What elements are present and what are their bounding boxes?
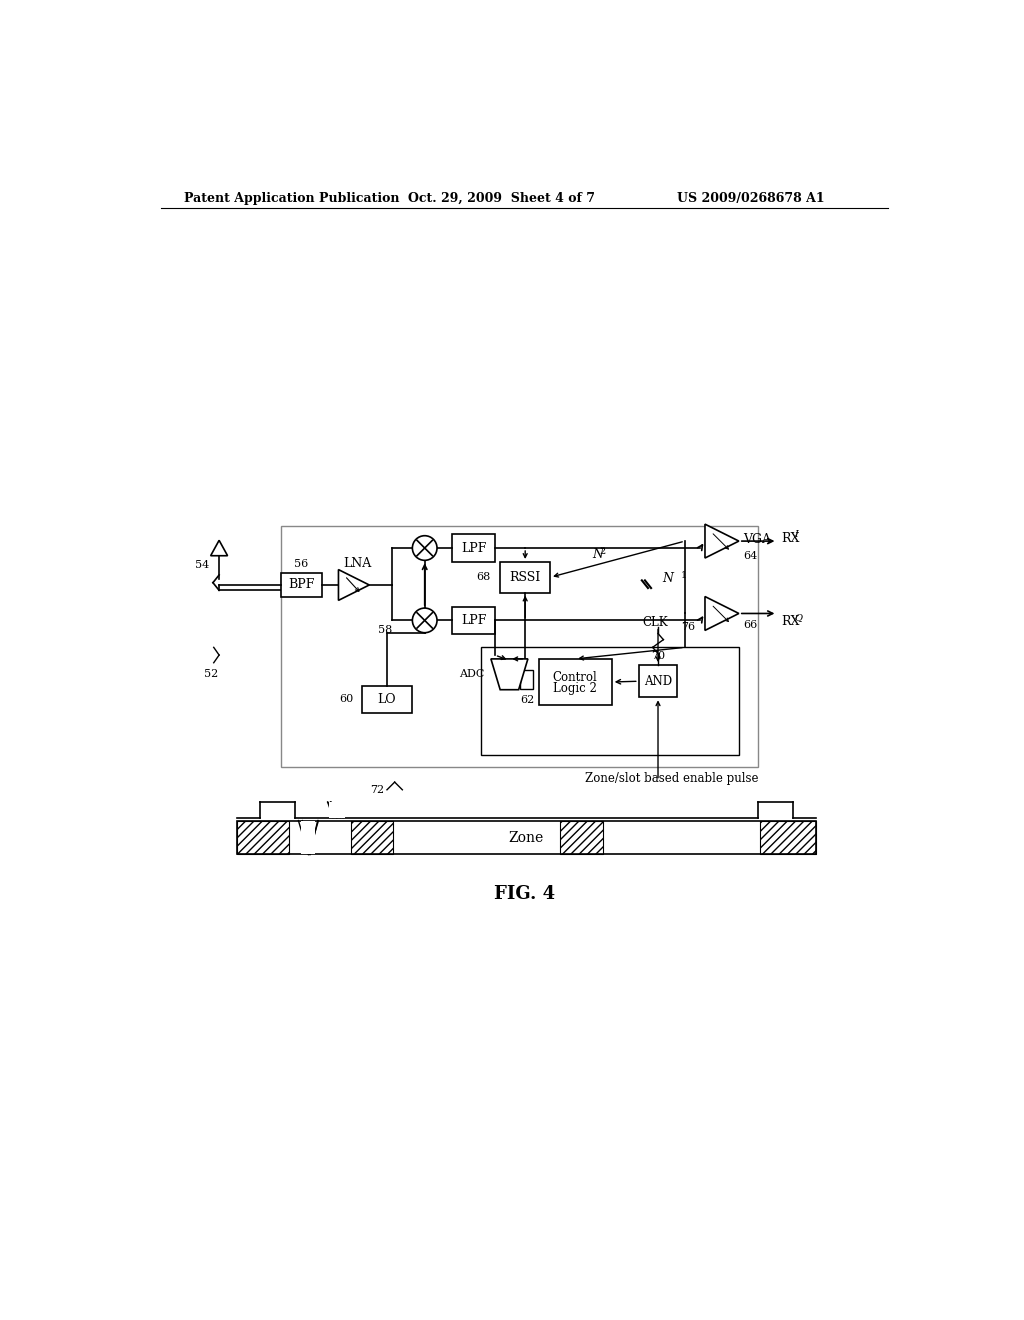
Polygon shape bbox=[705, 597, 739, 631]
Text: 60: 60 bbox=[340, 694, 354, 705]
Text: N: N bbox=[663, 573, 674, 585]
Bar bbox=[351, 821, 393, 854]
Bar bbox=[560, 821, 602, 854]
Polygon shape bbox=[490, 659, 528, 689]
Text: AND: AND bbox=[644, 675, 672, 688]
Text: FIG. 4: FIG. 4 bbox=[495, 884, 555, 903]
Text: 64: 64 bbox=[743, 552, 758, 561]
Text: BPF: BPF bbox=[289, 578, 314, 591]
Text: LPF: LPF bbox=[461, 541, 486, 554]
Text: 56: 56 bbox=[294, 560, 308, 569]
Polygon shape bbox=[211, 540, 227, 556]
Bar bbox=[639, 665, 677, 697]
Bar bbox=[453, 535, 495, 562]
Polygon shape bbox=[705, 524, 739, 558]
Bar bbox=[301, 821, 314, 854]
Text: 72: 72 bbox=[370, 785, 384, 795]
Text: Zone: Zone bbox=[509, 830, 544, 845]
Bar bbox=[500, 562, 550, 593]
Bar bbox=[237, 821, 289, 854]
Text: LNA: LNA bbox=[344, 557, 372, 570]
Text: I: I bbox=[795, 531, 798, 540]
Bar bbox=[361, 686, 412, 713]
Text: US 2009/0268678 A1: US 2009/0268678 A1 bbox=[677, 191, 825, 205]
Text: VGA: VGA bbox=[743, 533, 771, 546]
Bar bbox=[453, 607, 495, 635]
Bar bbox=[539, 659, 611, 705]
Text: Control: Control bbox=[553, 671, 598, 684]
Circle shape bbox=[413, 609, 437, 632]
Bar bbox=[237, 821, 816, 854]
Text: Q: Q bbox=[795, 612, 802, 622]
Text: 52: 52 bbox=[204, 669, 218, 680]
Bar bbox=[281, 527, 758, 767]
Text: LPF: LPF bbox=[461, 614, 486, 627]
Text: ADC: ADC bbox=[460, 669, 484, 680]
Text: N: N bbox=[593, 548, 603, 561]
Text: 58: 58 bbox=[378, 624, 392, 635]
Text: 54: 54 bbox=[195, 560, 209, 570]
Bar bbox=[330, 803, 345, 817]
Text: Oct. 29, 2009  Sheet 4 of 7: Oct. 29, 2009 Sheet 4 of 7 bbox=[408, 191, 595, 205]
Text: Zone/slot based enable pulse: Zone/slot based enable pulse bbox=[585, 772, 759, 785]
Circle shape bbox=[413, 536, 437, 560]
Polygon shape bbox=[339, 570, 370, 601]
Text: 70: 70 bbox=[651, 651, 665, 661]
Text: 1: 1 bbox=[680, 572, 686, 581]
Text: RX: RX bbox=[781, 615, 800, 628]
Text: RX: RX bbox=[781, 532, 800, 545]
Bar bbox=[282, 573, 322, 598]
Text: RSSI: RSSI bbox=[510, 570, 541, 583]
Bar bbox=[481, 647, 739, 755]
Text: LO: LO bbox=[377, 693, 396, 706]
Text: CLK: CLK bbox=[643, 616, 669, 630]
Text: 62: 62 bbox=[520, 696, 535, 705]
Text: 66: 66 bbox=[743, 620, 758, 630]
Bar bbox=[761, 821, 816, 854]
Bar bbox=[520, 671, 532, 689]
Text: Patent Application Publication: Patent Application Publication bbox=[184, 191, 400, 205]
Text: 68: 68 bbox=[476, 573, 490, 582]
Text: 76: 76 bbox=[681, 622, 695, 631]
Text: Logic 2: Logic 2 bbox=[553, 681, 597, 694]
Text: 2: 2 bbox=[599, 546, 606, 556]
